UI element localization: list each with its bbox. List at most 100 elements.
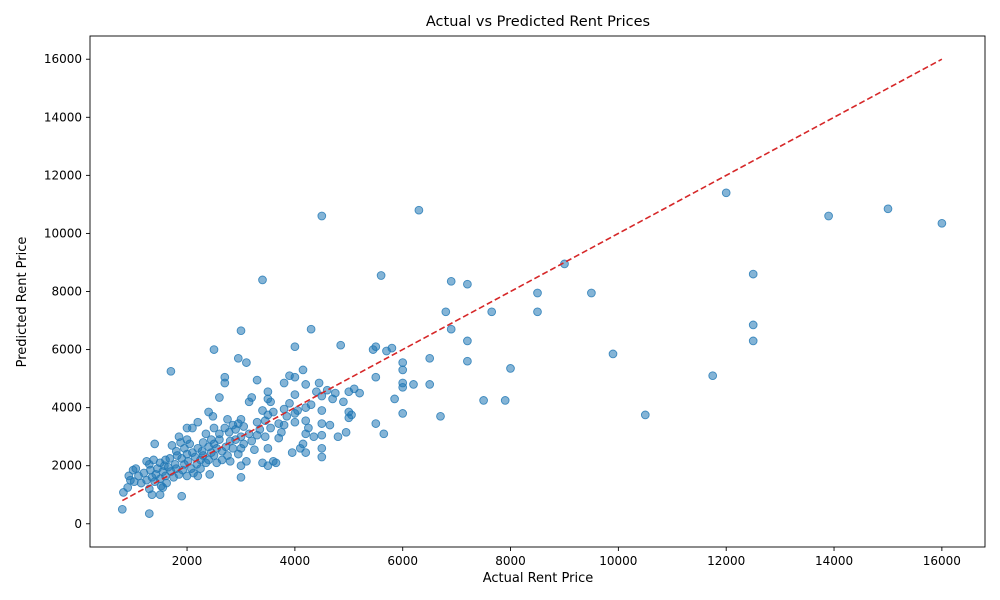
data-point-218 — [479, 396, 488, 405]
data-point-220 — [500, 396, 510, 405]
data-point-235 — [937, 218, 947, 228]
data-point-157 — [293, 406, 302, 415]
y-tick-label: 4000 — [51, 401, 82, 415]
data-point-38 — [167, 441, 177, 450]
reference-line — [121, 58, 943, 502]
data-point-225 — [587, 288, 596, 298]
x-tick-label: 12000 — [707, 554, 745, 568]
data-point-172 — [317, 211, 327, 221]
data-point-195 — [371, 372, 381, 382]
data-point-110 — [236, 432, 246, 442]
data-point-159 — [298, 365, 308, 375]
data-point-166 — [304, 423, 313, 433]
data-point-121 — [247, 436, 257, 446]
data-point-212 — [441, 307, 451, 317]
data-point-228 — [708, 371, 718, 381]
data-point-168 — [306, 400, 316, 410]
data-point-163 — [301, 416, 311, 426]
data-point-87 — [215, 393, 224, 402]
x-tick-label: 16000 — [923, 554, 961, 568]
data-point-217 — [463, 356, 472, 366]
data-point-202 — [398, 358, 408, 367]
data-point-190 — [347, 410, 356, 420]
data-point-20 — [150, 439, 160, 449]
data-point-211 — [436, 411, 445, 421]
x-tick-label: 14000 — [815, 554, 853, 568]
data-point-123 — [252, 375, 262, 385]
data-point-151 — [287, 448, 297, 457]
data-point-160 — [298, 439, 308, 449]
data-point-183 — [333, 432, 343, 442]
data-point-139 — [268, 407, 278, 417]
data-point-109 — [236, 414, 246, 424]
x-tick-label: 2000 — [172, 554, 203, 568]
y-tick-label: 16000 — [44, 52, 82, 66]
data-point-156 — [290, 417, 300, 427]
data-point-167 — [306, 324, 316, 334]
data-point-231 — [748, 320, 758, 330]
data-point-135 — [263, 443, 273, 453]
data-point-117 — [242, 456, 251, 466]
data-point-179 — [322, 385, 332, 395]
data-point-223 — [533, 307, 542, 317]
data-point-219 — [487, 307, 497, 317]
data-point-36 — [166, 366, 176, 376]
data-point-192 — [355, 388, 364, 398]
data-point-221 — [506, 364, 515, 373]
data-point-154 — [290, 390, 300, 399]
data-point-206 — [398, 409, 408, 418]
data-point-80 — [208, 411, 218, 421]
data-point-113 — [236, 472, 246, 482]
data-point-114 — [239, 422, 249, 431]
data-point-152 — [290, 342, 300, 352]
x-tick-label: 10000 — [599, 554, 637, 568]
y-tick-label: 10000 — [44, 226, 82, 240]
data-point-169 — [309, 432, 319, 442]
data-point-18 — [147, 490, 157, 500]
data-point-214 — [446, 324, 456, 334]
data-point-132 — [263, 387, 273, 397]
data-point-222 — [533, 288, 542, 298]
data-point-120 — [247, 393, 257, 402]
y-axis-label: Predicted Rent Price — [15, 237, 30, 368]
data-point-194 — [371, 342, 381, 352]
data-point-24 — [155, 490, 165, 500]
data-point-197 — [376, 271, 386, 280]
data-point-138 — [266, 423, 275, 433]
data-point-161 — [301, 380, 311, 389]
data-point-185 — [339, 397, 348, 407]
data-point-208 — [414, 205, 424, 215]
data-point-7 — [131, 464, 141, 473]
data-point-124 — [252, 417, 262, 427]
data-point-93 — [220, 378, 230, 388]
data-point-203 — [398, 365, 408, 375]
data-point-141 — [271, 458, 281, 468]
data-point-215 — [463, 279, 472, 289]
x-tick-label: 4000 — [280, 554, 311, 568]
data-point-174 — [317, 406, 327, 415]
data-point-182 — [330, 388, 340, 398]
y-tick-label: 6000 — [51, 343, 82, 357]
x-axis-label: Actual Rent Price — [483, 571, 594, 586]
data-point-66 — [193, 471, 203, 481]
chart-title: Actual vs Predicted Rent Prices — [426, 14, 650, 30]
data-point-209 — [425, 353, 435, 363]
data-point-148 — [282, 411, 292, 421]
data-point-171 — [314, 378, 324, 388]
data-point-216 — [463, 336, 472, 346]
y-tick-label: 14000 — [44, 110, 82, 124]
data-point-115 — [239, 439, 249, 449]
x-axis: 2000 4000 6000 8000 10000 12000 14000 16000 — [172, 547, 961, 568]
data-point-77 — [205, 470, 215, 479]
data-point-89 — [215, 435, 224, 444]
data-point-131 — [260, 432, 270, 442]
data-point-47 — [177, 491, 187, 501]
data-point-81 — [209, 345, 219, 354]
data-point-196 — [371, 419, 381, 428]
data-point-234 — [883, 204, 893, 214]
y-axis: 0 2000 4000 6000 8000 10000 12000 14000 16000 — [44, 52, 90, 531]
data-point-178 — [317, 452, 327, 462]
data-point-116 — [242, 358, 251, 367]
